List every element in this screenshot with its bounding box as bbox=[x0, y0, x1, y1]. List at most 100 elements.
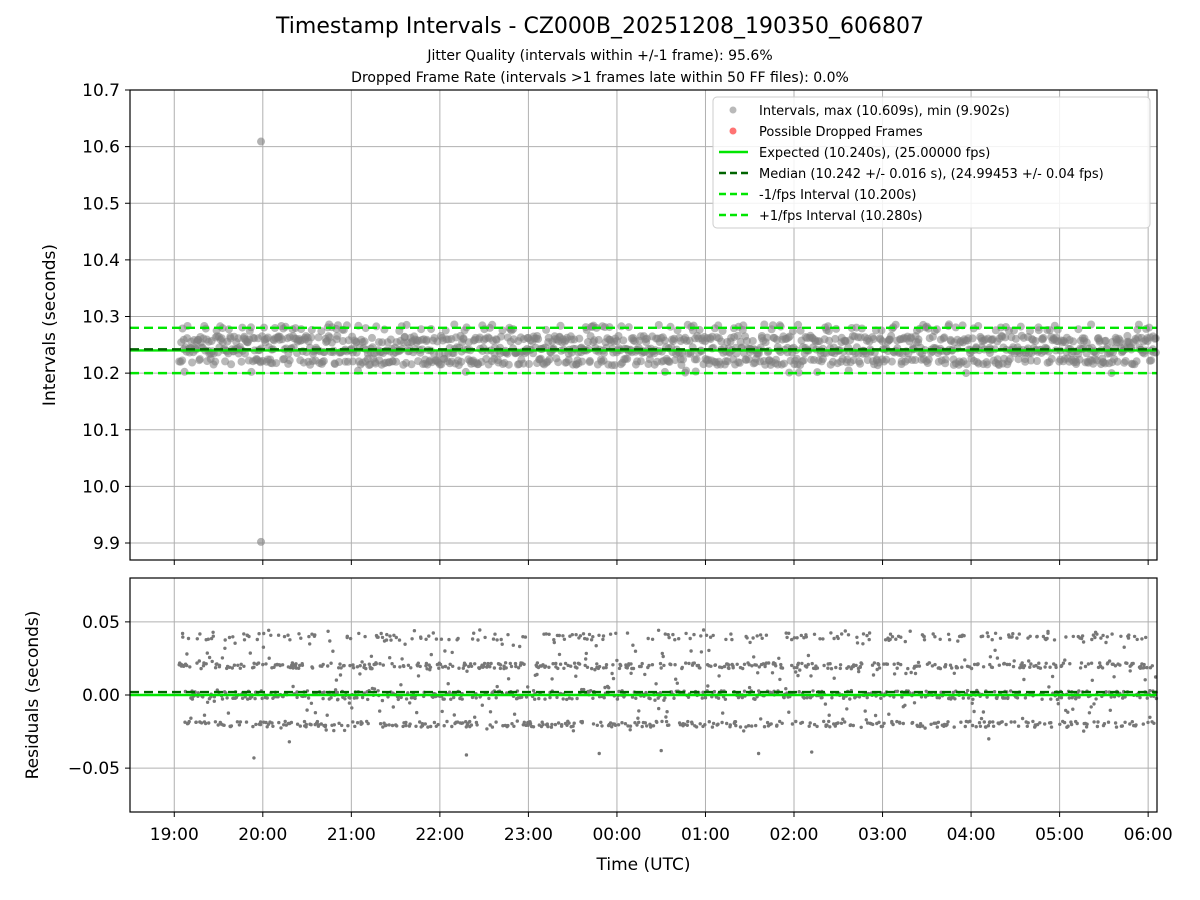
residual-point bbox=[556, 666, 560, 671]
residual-point bbox=[426, 725, 430, 729]
residual-point bbox=[1040, 697, 1044, 701]
residual-point bbox=[646, 636, 650, 641]
residual-point bbox=[597, 664, 602, 669]
residual-point bbox=[593, 668, 597, 672]
x-tick-label: 23:00 bbox=[504, 825, 553, 845]
residual-point bbox=[401, 724, 405, 729]
residual-point bbox=[319, 722, 323, 726]
residual-point bbox=[295, 690, 299, 694]
residual-point bbox=[1062, 720, 1067, 725]
residual-point bbox=[399, 683, 403, 687]
interval-point bbox=[1016, 322, 1025, 331]
residual-point bbox=[777, 656, 781, 660]
residual-point bbox=[494, 720, 498, 724]
residual-point bbox=[378, 662, 382, 666]
residual-point bbox=[469, 723, 474, 727]
residual-point bbox=[428, 665, 433, 669]
residual-point bbox=[366, 721, 370, 726]
residual-point bbox=[541, 722, 545, 727]
residual-point bbox=[611, 676, 616, 681]
residual-point bbox=[659, 666, 663, 670]
residual-point bbox=[822, 719, 826, 724]
residual-point bbox=[282, 723, 286, 727]
residual-point bbox=[488, 710, 493, 714]
residual-point bbox=[1010, 635, 1014, 639]
bottom-plot-frame bbox=[129, 577, 1158, 813]
interval-point bbox=[941, 355, 950, 364]
interval-point bbox=[333, 331, 342, 340]
residual-point bbox=[437, 666, 441, 670]
residual-point bbox=[686, 695, 691, 699]
residual-point bbox=[951, 690, 955, 695]
residual-point bbox=[1046, 631, 1050, 635]
top-y-tick-label: 10.0 bbox=[82, 477, 120, 497]
residual-point bbox=[470, 637, 475, 641]
residual-point bbox=[843, 629, 847, 633]
residual-point bbox=[610, 725, 614, 729]
residual-point bbox=[860, 662, 864, 666]
residual-point bbox=[854, 663, 858, 668]
x-tick-label: 05:00 bbox=[1035, 825, 1084, 845]
residual-point bbox=[827, 719, 831, 724]
residual-point bbox=[614, 631, 618, 635]
residual-point bbox=[710, 725, 715, 729]
residual-point bbox=[972, 662, 977, 667]
residual-point bbox=[181, 635, 185, 639]
residual-point bbox=[981, 665, 986, 669]
residual-point bbox=[861, 642, 865, 646]
residual-point bbox=[1104, 690, 1108, 694]
residual-point bbox=[1038, 666, 1043, 670]
residual-point bbox=[615, 658, 619, 663]
residual-point bbox=[351, 663, 355, 667]
residual-point bbox=[849, 723, 853, 727]
residual-point bbox=[209, 636, 214, 641]
residual-point bbox=[1048, 665, 1052, 669]
residual-point bbox=[516, 666, 521, 670]
residual-point bbox=[721, 711, 725, 715]
residual-point bbox=[920, 724, 925, 728]
interval-point bbox=[525, 360, 533, 368]
residual-point bbox=[880, 724, 885, 728]
residual-point bbox=[438, 662, 443, 667]
residual-point bbox=[1085, 722, 1089, 726]
residual-point bbox=[589, 689, 593, 693]
residual-point bbox=[523, 635, 528, 639]
residual-point bbox=[645, 724, 649, 728]
residual-point bbox=[512, 712, 517, 716]
residual-point bbox=[518, 644, 522, 649]
residual-point bbox=[315, 719, 320, 724]
residual-point bbox=[339, 666, 343, 670]
residual-point bbox=[976, 662, 980, 666]
residual-point bbox=[703, 723, 707, 727]
residual-point bbox=[338, 673, 343, 677]
residual-point bbox=[369, 654, 374, 658]
residual-point bbox=[565, 723, 569, 727]
residual-point bbox=[684, 661, 688, 665]
residual-point bbox=[858, 665, 862, 669]
residual-point bbox=[571, 729, 576, 733]
interval-point bbox=[314, 333, 323, 342]
interval-outlier-point bbox=[257, 537, 266, 546]
residual-point bbox=[337, 721, 341, 725]
residual-point bbox=[452, 695, 456, 700]
residual-point bbox=[767, 661, 771, 665]
residual-point bbox=[865, 633, 869, 638]
residual-point bbox=[806, 662, 810, 667]
residual-point bbox=[1102, 722, 1107, 726]
residual-point bbox=[1031, 719, 1035, 724]
residual-point bbox=[378, 709, 382, 713]
residual-point bbox=[635, 723, 639, 727]
residual-point bbox=[1123, 720, 1127, 724]
interval-point bbox=[1116, 336, 1124, 345]
residual-point bbox=[661, 654, 665, 659]
residual-point bbox=[832, 676, 836, 680]
interval-point bbox=[361, 324, 370, 333]
interval-point bbox=[799, 356, 808, 365]
interval-point bbox=[1033, 357, 1041, 365]
residual-point bbox=[1086, 662, 1091, 666]
residual-point bbox=[959, 720, 963, 724]
residual-point bbox=[335, 690, 340, 695]
residual-point bbox=[1134, 723, 1138, 727]
residual-point bbox=[256, 661, 261, 665]
residual-point bbox=[946, 632, 951, 636]
